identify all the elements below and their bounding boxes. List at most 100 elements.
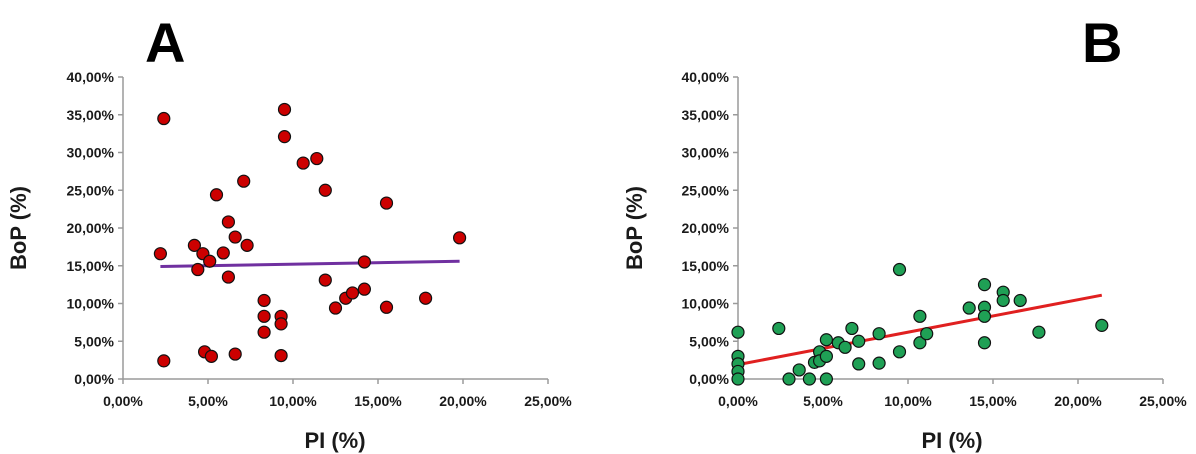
data-point bbox=[228, 347, 242, 361]
data-point bbox=[845, 321, 859, 336]
panel-a-x-axis-title: PI (%) bbox=[304, 428, 365, 453]
data-point bbox=[157, 354, 171, 368]
x-tick-label: 0,00% bbox=[718, 393, 758, 409]
y-tick-label: 15,00% bbox=[67, 258, 115, 274]
data-point bbox=[277, 102, 292, 117]
data-point bbox=[792, 363, 806, 377]
data-point bbox=[345, 286, 360, 300]
y-tick-label: 35,00% bbox=[67, 107, 115, 123]
data-point bbox=[913, 336, 927, 350]
data-point bbox=[1032, 325, 1046, 339]
data-point bbox=[318, 273, 332, 287]
x-tick-label: 15,00% bbox=[354, 393, 402, 409]
panel-a-letter: A bbox=[145, 11, 185, 74]
y-tick-label: 20,00% bbox=[67, 220, 115, 236]
data-point bbox=[819, 372, 834, 386]
y-tick-label: 0,00% bbox=[74, 371, 114, 387]
y-tick-label: 0,00% bbox=[689, 371, 729, 387]
data-point bbox=[257, 309, 271, 323]
panel-a-axes bbox=[122, 77, 548, 380]
data-point bbox=[209, 188, 224, 202]
y-tick-label: 35,00% bbox=[682, 107, 730, 123]
x-tick-label: 20,00% bbox=[439, 393, 487, 409]
panel-a-x-tick-labels: 0,00% 5,00% 10,00% 15,00% 20,00% 25,00% bbox=[103, 379, 572, 409]
data-point bbox=[819, 333, 834, 347]
x-tick-label: 10,00% bbox=[884, 393, 932, 409]
data-point bbox=[962, 301, 976, 315]
data-point bbox=[782, 372, 796, 386]
data-point bbox=[310, 151, 324, 166]
data-point bbox=[819, 349, 834, 363]
data-point bbox=[920, 327, 934, 341]
data-point bbox=[1095, 318, 1109, 332]
data-point bbox=[977, 336, 992, 350]
data-point bbox=[277, 130, 292, 144]
panel-a-points bbox=[153, 102, 467, 368]
data-point bbox=[274, 317, 288, 331]
data-point bbox=[977, 309, 992, 323]
panel-b-x-tick-labels: 0,00% 5,00% 10,00% 15,00% 20,00% 25,00% bbox=[718, 379, 1187, 409]
panel-b-points bbox=[731, 262, 1109, 386]
data-point bbox=[838, 340, 852, 354]
data-point bbox=[228, 230, 242, 244]
x-tick-label: 10,00% bbox=[269, 393, 317, 409]
panel-b-y-axis-title: BoP (%) bbox=[622, 186, 647, 270]
y-tick-label: 30,00% bbox=[67, 145, 115, 161]
panel-a-y-tick-labels: 0,00% 5,00% 10,00% 15,00% 20,00% 25,00% 30,00%… bbox=[67, 69, 123, 387]
data-point bbox=[357, 282, 371, 296]
y-tick-label: 30,00% bbox=[682, 145, 730, 161]
data-point bbox=[379, 300, 394, 314]
x-tick-label: 25,00% bbox=[524, 393, 572, 409]
panel-a-y-axis-title: BoP (%) bbox=[6, 186, 31, 270]
y-tick-label: 5,00% bbox=[689, 333, 729, 349]
y-tick-label: 5,00% bbox=[74, 333, 114, 349]
y-tick-label: 40,00% bbox=[67, 69, 115, 85]
data-point bbox=[419, 291, 433, 305]
panel-b-trendline bbox=[737, 293, 1103, 367]
data-point bbox=[1013, 293, 1027, 308]
data-point bbox=[153, 247, 167, 261]
panel-b: B 0,00% 5,00% 10,00% 15,00% 20,00% 25,00% 30,0… bbox=[622, 11, 1187, 453]
y-tick-label: 25,00% bbox=[67, 182, 115, 198]
data-point bbox=[357, 255, 371, 269]
x-tick-label: 0,00% bbox=[103, 393, 143, 409]
y-tick-label: 20,00% bbox=[682, 220, 730, 236]
data-point bbox=[852, 357, 866, 371]
data-point bbox=[892, 345, 907, 359]
data-point bbox=[731, 372, 745, 386]
panel-a: A 0,00% 5,00% 10,00% 15,00% 20,00% 25,00% 30,0… bbox=[6, 11, 572, 453]
x-tick-label: 5,00% bbox=[803, 393, 843, 409]
data-point bbox=[772, 321, 786, 336]
data-point bbox=[216, 246, 230, 260]
data-point bbox=[852, 334, 866, 348]
data-point bbox=[296, 156, 310, 170]
y-tick-label: 15,00% bbox=[682, 258, 730, 274]
panel-b-axes bbox=[737, 77, 1163, 380]
x-tick-label: 15,00% bbox=[969, 393, 1017, 409]
x-tick-label: 5,00% bbox=[188, 393, 228, 409]
data-point bbox=[892, 262, 907, 277]
panel-b-x-axis-title: PI (%) bbox=[921, 428, 982, 453]
data-point bbox=[802, 372, 817, 386]
data-point bbox=[237, 174, 251, 188]
data-point bbox=[257, 293, 271, 308]
y-tick-label: 40,00% bbox=[682, 69, 730, 85]
data-point bbox=[872, 327, 886, 341]
y-tick-label: 25,00% bbox=[682, 182, 730, 198]
data-point bbox=[453, 231, 467, 245]
data-point bbox=[157, 111, 171, 126]
data-point bbox=[328, 301, 343, 315]
data-point bbox=[318, 183, 332, 197]
data-point bbox=[913, 309, 927, 323]
data-point bbox=[872, 356, 886, 370]
data-point bbox=[204, 349, 218, 363]
data-point bbox=[731, 325, 745, 339]
data-point bbox=[240, 238, 254, 252]
data-point bbox=[977, 278, 992, 292]
x-tick-label: 25,00% bbox=[1139, 393, 1187, 409]
data-point bbox=[274, 348, 288, 363]
y-tick-label: 10,00% bbox=[682, 296, 730, 312]
y-tick-label: 10,00% bbox=[67, 296, 115, 312]
panel-b-letter: B bbox=[1082, 11, 1122, 74]
